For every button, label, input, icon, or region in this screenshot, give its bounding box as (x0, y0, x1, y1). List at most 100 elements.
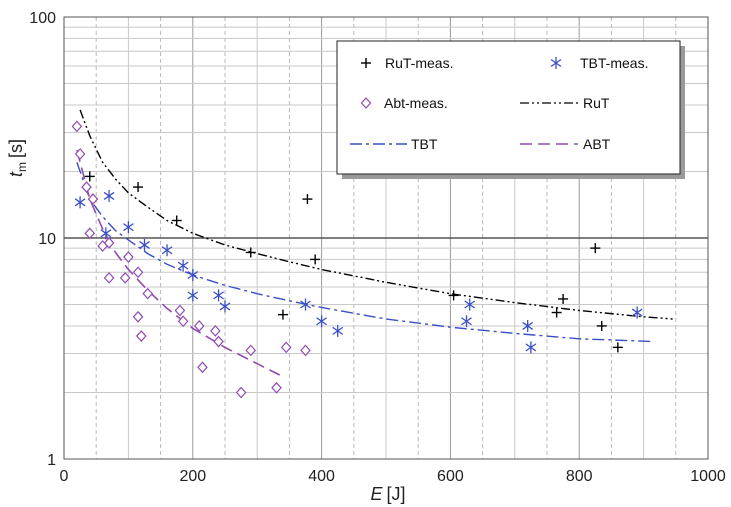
data-point-rut (84, 171, 95, 182)
data-point-rut (310, 254, 321, 265)
data-point-abt (119, 271, 131, 284)
legend-marker-tbt-meas (550, 57, 562, 69)
data-point-rut (596, 320, 607, 331)
data-point-tbt (464, 298, 476, 311)
data-point-tbt (187, 269, 199, 282)
data-point-tbt (461, 315, 472, 328)
x-tick-label: 800 (566, 468, 593, 485)
y-axis-subscript: m (15, 162, 29, 172)
x-tick-label: 400 (308, 468, 335, 485)
data-point-tbt (522, 319, 534, 332)
x-tick-label: 0 (60, 468, 69, 485)
fit-curve-tbt (76, 162, 654, 343)
data-point-abt (280, 341, 292, 354)
fit-curve-rut (79, 109, 673, 320)
data-point-tbt (525, 341, 537, 354)
legend-item-abt-meas: Abt-meas. (360, 95, 448, 111)
data-point-tbt (103, 189, 115, 202)
data-point-abt (235, 386, 247, 399)
data-point-tbt (219, 300, 231, 313)
data-point-abt (84, 227, 96, 240)
data-point-rut (171, 215, 182, 226)
data-point-abt (87, 193, 99, 205)
data-point-tbt (332, 324, 344, 337)
data-point-tbt (213, 289, 224, 302)
x-tick-label: 200 (179, 468, 206, 485)
data-point-abt (103, 271, 115, 284)
x-axis-label: E [J] (370, 484, 405, 504)
data-point-abt (271, 381, 282, 394)
data-point-tbt (631, 306, 643, 319)
legend-symbol-tbt (550, 57, 562, 69)
data-point-abt (177, 315, 189, 328)
legend-item-rut-fit: RuT (520, 95, 610, 111)
legend-item-tbt-meas: TBT-meas. (550, 55, 648, 71)
data-point-abt (245, 344, 257, 357)
data-point-tbt (139, 238, 150, 251)
data-point-abt (132, 310, 144, 323)
data-point-tbt (300, 298, 311, 311)
legend: RuT-meas. TBT-meas. Abt-meas. RuT TBT AB… (336, 40, 685, 179)
legend-marker-abt-meas (360, 97, 372, 109)
legend-symbol-rut (361, 58, 371, 68)
data-point-tbt (100, 227, 112, 240)
y-tick-label: 100 (29, 10, 56, 27)
y-axis-symbol: t (6, 171, 26, 177)
data-point-tbt (74, 196, 86, 209)
data-point-tbt (177, 259, 189, 272)
measurement-points (71, 120, 643, 399)
x-axis-symbol: E (370, 484, 383, 504)
data-point-abt (71, 120, 83, 133)
data-point-rut (590, 243, 601, 254)
data-point-abt (103, 237, 115, 249)
data-point-tbt (187, 289, 199, 302)
data-point-abt (193, 320, 205, 332)
x-tick-label: 600 (437, 468, 464, 485)
legend-label-rut-fit: RuT (583, 95, 610, 111)
data-point-abt (81, 181, 92, 193)
data-point-rut (558, 293, 569, 304)
data-point-abt (132, 266, 144, 279)
data-point-rut (448, 290, 459, 301)
data-point-rut (277, 309, 288, 320)
legend-marker-rut-meas (361, 58, 371, 68)
data-point-tbt (123, 221, 134, 234)
data-point-tbt (316, 315, 327, 328)
data-point-tbt (161, 244, 173, 257)
legend-item-abt-fit: ABT (520, 136, 611, 152)
y-axis-label: tm [s] (6, 139, 29, 177)
x-tick-label: 1000 (690, 468, 726, 485)
legend-label-tbt-meas: TBT-meas. (580, 55, 648, 71)
data-point-abt (213, 335, 224, 348)
legend-item-tbt-fit: TBT (350, 136, 438, 152)
data-point-rut (245, 247, 256, 258)
legend-label-tbt-fit: TBT (411, 136, 438, 152)
data-point-abt (142, 287, 154, 300)
data-point-abt (74, 148, 86, 160)
legend-box (336, 40, 681, 175)
data-point-rut (551, 307, 562, 318)
data-point-abt (197, 361, 208, 374)
plot-frame (63, 16, 709, 460)
tick-labels: 0 200 400 600 800 1000 1 10 100 (29, 10, 726, 485)
legend-label-abt-meas: Abt-meas. (384, 95, 448, 111)
fit-curves (76, 109, 673, 376)
legend-symbol-abt (360, 97, 372, 109)
data-point-abt (210, 324, 221, 337)
x-axis-unit: [J] (387, 484, 406, 504)
data-point-abt (135, 330, 147, 342)
data-point-abt (174, 304, 186, 317)
data-point-abt (123, 251, 134, 263)
data-point-abt (300, 344, 311, 357)
data-point-rut (612, 342, 623, 353)
data-point-rut (133, 182, 144, 193)
data-point-rut (302, 194, 313, 205)
legend-item-rut-meas: RuT-meas. (361, 55, 453, 71)
legend-label-rut-meas: RuT-meas. (385, 55, 453, 71)
y-tick-label: 1 (47, 452, 56, 469)
legend-label-abt-fit: ABT (583, 136, 611, 152)
fit-curve-abt (76, 149, 281, 376)
y-axis-unit: [s] (6, 139, 26, 158)
y-tick-label: 10 (38, 231, 56, 248)
